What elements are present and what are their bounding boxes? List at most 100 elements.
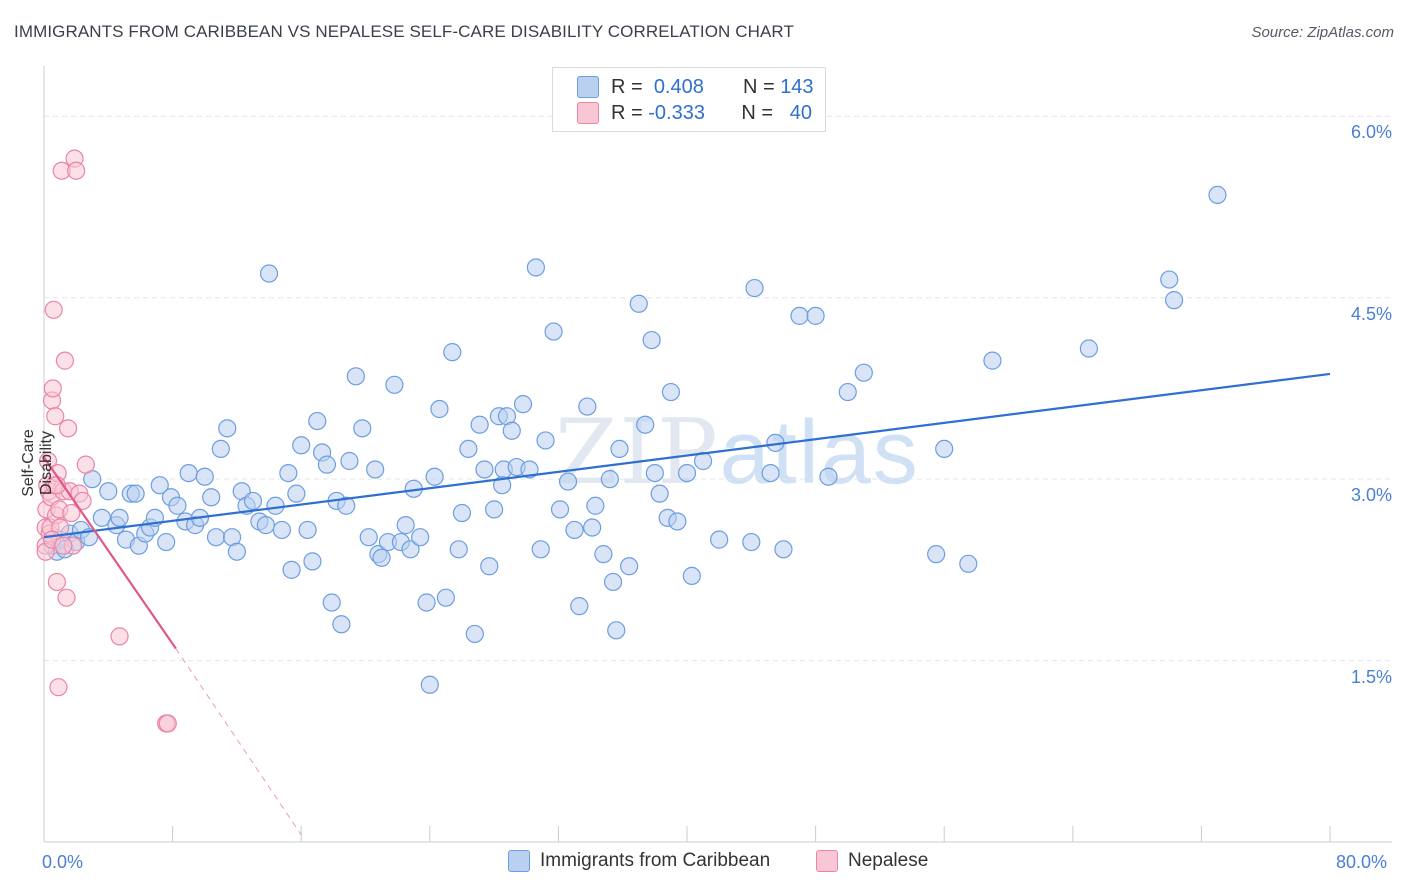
point-caribbean <box>1160 270 1179 289</box>
point-caribbean <box>610 439 629 459</box>
n-label: N = <box>741 101 774 124</box>
point-caribbean <box>218 419 237 438</box>
point-caribbean <box>774 540 793 559</box>
point-caribbean <box>353 419 372 438</box>
point-caribbean <box>340 451 359 471</box>
point-caribbean <box>600 470 619 489</box>
point-nepalese <box>76 455 95 474</box>
legend-label-nepalese: Nepalese <box>848 850 929 871</box>
point-caribbean <box>513 395 533 414</box>
point-caribbean <box>935 439 954 459</box>
point-caribbean <box>761 463 780 483</box>
point-caribbean <box>578 397 597 416</box>
point-nepalese <box>57 588 76 607</box>
point-caribbean <box>927 545 946 564</box>
legend-swatch-nepalese <box>577 102 599 124</box>
legend-swatch-nepalese <box>816 850 838 872</box>
point-caribbean <box>959 554 978 573</box>
point-caribbean <box>425 467 444 486</box>
watermark: ZIPatlas <box>555 400 920 505</box>
point-caribbean <box>642 330 661 350</box>
point-caribbean <box>565 520 584 540</box>
legend-swatch-caribbean <box>508 850 530 872</box>
legend-row-caribbean: R = 0.408 N = 143 <box>577 74 814 100</box>
y-axis-label: Self-Care Disability <box>20 429 55 497</box>
point-caribbean <box>266 496 285 515</box>
point-nepalese <box>49 678 68 697</box>
point-caribbean <box>745 278 764 298</box>
point-caribbean <box>531 540 550 559</box>
point-caribbean <box>272 520 292 540</box>
point-caribbean <box>806 306 825 325</box>
point-caribbean <box>430 399 449 419</box>
point-caribbean <box>195 467 214 486</box>
y-tick-label: 3.0% <box>1350 485 1392 506</box>
x-tick-max: 80.0% <box>1336 852 1388 872</box>
point-caribbean <box>303 552 322 571</box>
y-tick-label: 1.5% <box>1350 666 1392 687</box>
point-caribbean <box>279 463 298 483</box>
point-nepalese <box>46 407 65 426</box>
point-caribbean <box>168 496 187 515</box>
point-caribbean <box>661 382 681 402</box>
point-caribbean <box>157 532 176 552</box>
point-caribbean <box>854 363 873 382</box>
point-caribbean <box>607 621 626 640</box>
point-caribbean <box>636 415 655 434</box>
point-caribbean <box>401 540 420 559</box>
correlation-legend: R = 0.408 N = 143 R = -0.333 N = 40 <box>552 67 826 132</box>
point-caribbean <box>586 496 605 515</box>
point-caribbean <box>470 415 489 434</box>
point-caribbean <box>282 560 301 579</box>
point-caribbean <box>346 367 365 386</box>
point-caribbean <box>452 503 472 523</box>
point-caribbean <box>480 557 499 576</box>
point-caribbean <box>502 421 521 440</box>
point-caribbean <box>558 472 578 491</box>
chart-title: IMMIGRANTS FROM CARIBBEAN VS NEPALESE SE… <box>14 22 794 41</box>
point-caribbean <box>570 597 589 616</box>
point-caribbean <box>983 351 1002 370</box>
x-tick-min: 0.0% <box>42 852 84 872</box>
point-caribbean <box>337 496 356 515</box>
legend-item-nepalese: Nepalese <box>816 850 928 872</box>
point-caribbean <box>92 508 111 527</box>
point-caribbean <box>1164 291 1184 310</box>
trend-line-nepalese <box>43 456 177 650</box>
watermark-zip: ZIP <box>555 400 720 505</box>
point-caribbean <box>287 484 306 503</box>
point-caribbean <box>742 532 761 552</box>
point-caribbean <box>629 294 648 313</box>
point-caribbean <box>396 516 415 535</box>
point-nepalese <box>158 714 177 733</box>
point-caribbean <box>544 322 563 341</box>
point-caribbean <box>332 615 351 634</box>
point-caribbean <box>385 375 404 394</box>
point-nepalese <box>47 572 66 592</box>
point-caribbean <box>520 460 539 479</box>
point-caribbean <box>243 491 263 511</box>
r-value: -0.333 <box>648 101 705 124</box>
point-nepalese <box>73 491 92 511</box>
point-caribbean <box>485 500 504 519</box>
point-caribbean <box>126 484 145 503</box>
point-caribbean <box>256 516 275 535</box>
legend-label-caribbean: Immigrants from Caribbean <box>540 850 771 871</box>
point-caribbean <box>550 500 570 519</box>
point-caribbean <box>677 463 697 483</box>
trend-line-nepalese-extension <box>175 648 302 836</box>
point-caribbean <box>179 463 198 483</box>
point-caribbean <box>493 476 512 495</box>
legend-item-caribbean: Immigrants from Caribbean <box>508 850 770 872</box>
point-nepalese <box>67 161 86 180</box>
legend-swatch-caribbean <box>577 76 599 98</box>
point-caribbean <box>420 675 439 694</box>
point-caribbean <box>150 476 169 495</box>
point-caribbean <box>620 557 639 576</box>
point-nepalese <box>55 351 74 370</box>
point-caribbean <box>372 548 391 567</box>
source-label: Source: ZipAtlas.com <box>1251 24 1394 41</box>
point-caribbean <box>1208 185 1227 205</box>
point-caribbean <box>110 508 129 527</box>
point-caribbean <box>819 467 838 486</box>
